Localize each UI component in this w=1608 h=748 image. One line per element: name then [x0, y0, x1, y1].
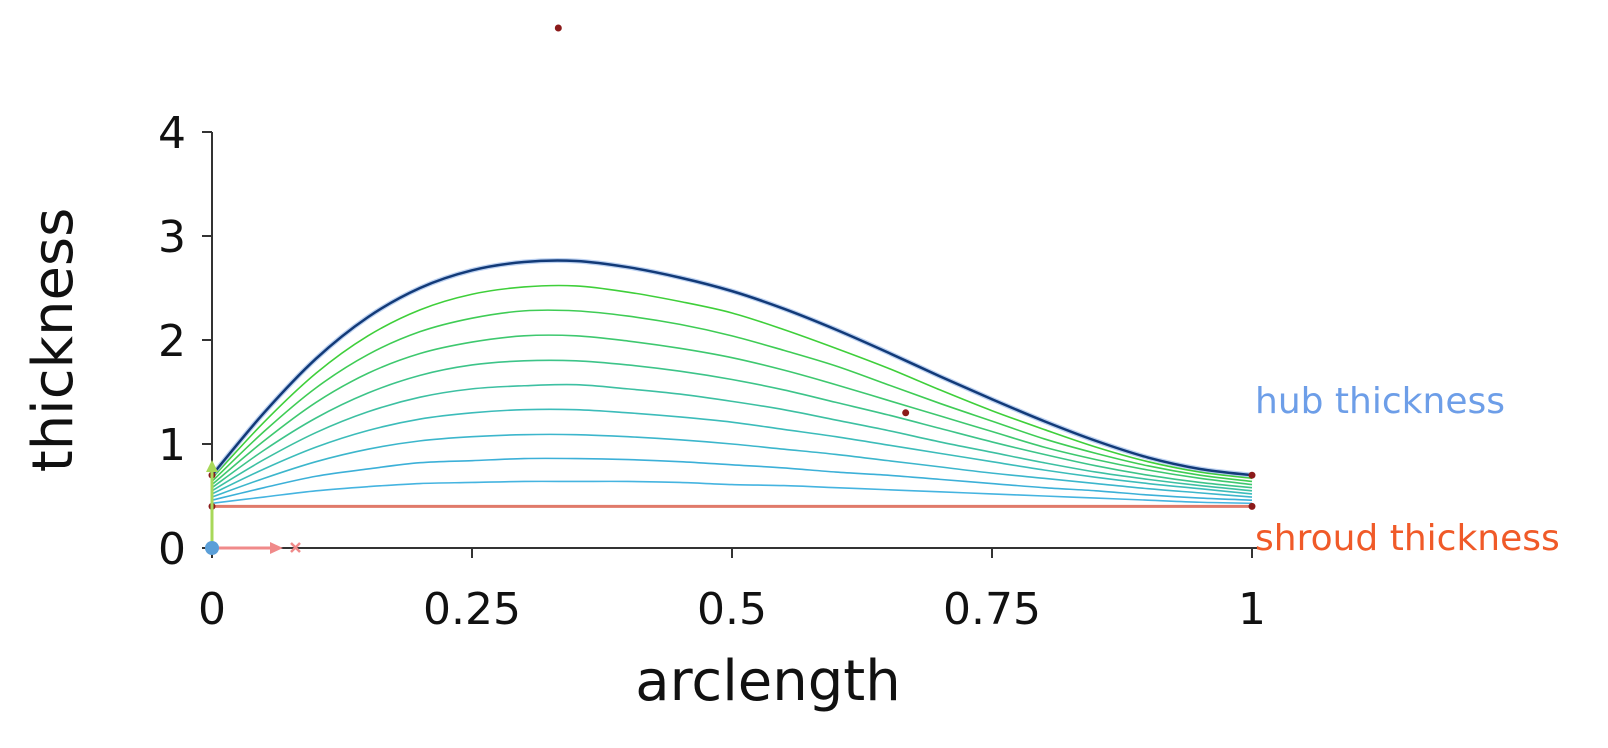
control-point[interactable] [1248, 471, 1256, 479]
gizmo-x-arrow-head[interactable] [270, 542, 283, 554]
x-tick-label: 1 [1238, 584, 1266, 635]
control-points-layer [208, 24, 1256, 510]
y-tick-label: 4 [158, 108, 186, 159]
y-tick-label: 0 [158, 524, 186, 575]
gizmo-x-marker-icon[interactable] [290, 542, 301, 553]
hub-thickness-halo [210, 257, 1253, 478]
x-tick-label: 0.75 [943, 584, 1041, 635]
interpolated-thickness-line-5 [211, 383, 1253, 492]
interpolated-thickness-line-2 [211, 309, 1253, 483]
control-point[interactable] [902, 409, 910, 417]
hub-thickness-label: hub thickness [1255, 381, 1505, 422]
interpolated-thickness-line-3 [211, 334, 1253, 486]
x-axis-ticks: 0 0.25 0.5 0.75 1 [198, 548, 1266, 635]
interpolated-thickness-line-1 [211, 284, 1253, 480]
x-tick-label: 0 [198, 584, 226, 635]
interpolated-thickness-line-8 [211, 457, 1253, 501]
y-axis-title: thickness [21, 208, 86, 473]
x-tick-label: 0.5 [697, 584, 767, 635]
y-tick-label: 1 [158, 420, 186, 471]
interpolated-thickness-line-9 [211, 480, 1253, 505]
interpolated-thickness-line-6 [211, 408, 1253, 495]
x-tick-label: 0.25 [423, 584, 521, 635]
hub-thickness-line[interactable] [211, 259, 1253, 477]
gizmo-y-arrow-head[interactable] [206, 460, 218, 472]
control-point[interactable] [554, 24, 562, 32]
gizmo-origin-handle[interactable] [205, 541, 219, 555]
control-point[interactable] [1248, 502, 1256, 510]
y-tick-label: 3 [158, 212, 186, 263]
x-axis-title: arclength [635, 649, 900, 714]
y-tick-label: 2 [158, 316, 186, 367]
origin-gizmo[interactable] [205, 460, 301, 555]
y-axis-ticks: 0 1 2 3 4 [158, 108, 212, 575]
series-layer [210, 257, 1253, 508]
interpolated-thickness-line-7 [211, 433, 1253, 498]
interpolated-thickness-line-4 [211, 359, 1253, 489]
shroud-thickness-label: shroud thickness [1255, 518, 1560, 559]
